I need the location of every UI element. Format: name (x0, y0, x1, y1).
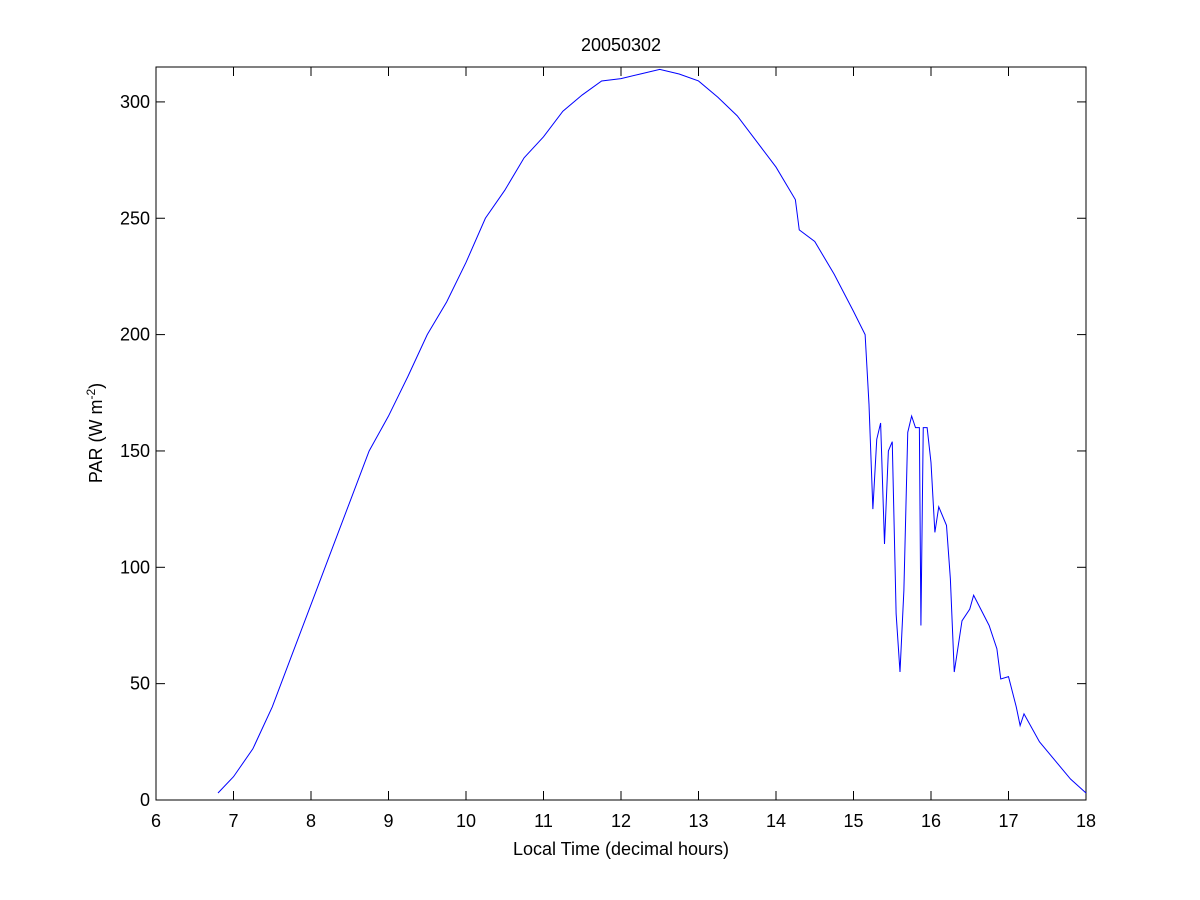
plot-area (155, 66, 1087, 801)
x-tick-label: 13 (688, 811, 708, 831)
x-tick-label: 7 (228, 811, 238, 831)
y-label-text: PAR (W m (86, 400, 106, 484)
x-tick-label: 14 (766, 811, 786, 831)
x-tick-label: 15 (843, 811, 863, 831)
x-tick-label: 16 (921, 811, 941, 831)
x-tick-label: 12 (611, 811, 631, 831)
y-tick-label: 150 (120, 441, 150, 461)
x-tick-label: 10 (456, 811, 476, 831)
x-tick-label: 18 (1076, 811, 1096, 831)
x-tick-label: 8 (306, 811, 316, 831)
x-tick-label: 17 (998, 811, 1018, 831)
y-tick-label: 250 (120, 208, 150, 228)
y-label-end: ) (86, 383, 106, 389)
x-tick-label: 6 (151, 811, 161, 831)
x-tick-label: 9 (383, 811, 393, 831)
y-tick-label: 0 (140, 790, 150, 810)
chart-title: 20050302 (581, 35, 661, 55)
x-tick-label: 11 (534, 811, 553, 831)
y-tick-label: 100 (120, 557, 150, 577)
y-tick-label: 200 (120, 325, 150, 345)
y-tick-label: 50 (130, 674, 150, 694)
y-label-sup: -2 (84, 389, 98, 400)
y-tick-label: 300 (120, 92, 150, 112)
data-line (217, 68, 1087, 794)
y-axis-label: PAR (W m-2) (84, 383, 106, 483)
x-axis-label: Local Time (decimal hours) (513, 839, 729, 859)
